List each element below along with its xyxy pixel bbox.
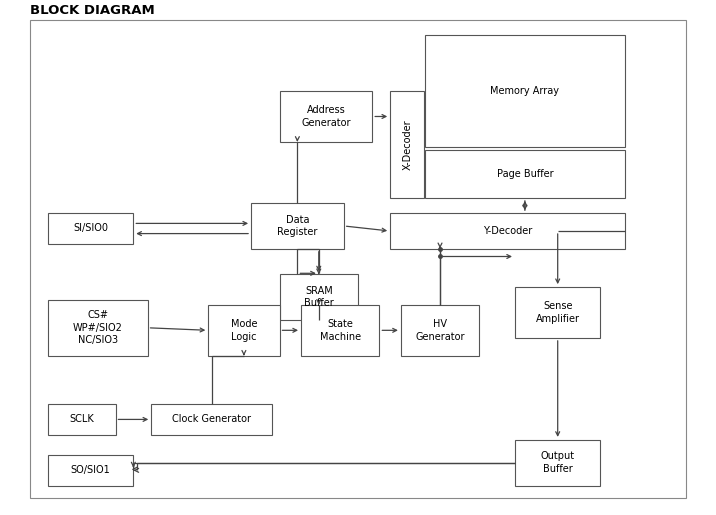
Bar xyxy=(390,213,625,249)
Bar xyxy=(48,300,147,356)
Text: State
Machine: State Machine xyxy=(319,319,361,341)
Bar xyxy=(515,440,601,486)
Text: Address
Generator: Address Generator xyxy=(301,105,351,128)
Bar xyxy=(301,305,379,356)
Bar xyxy=(48,213,133,244)
Bar xyxy=(390,91,425,198)
Bar xyxy=(151,404,272,435)
Text: Sense
Amplifier: Sense Amplifier xyxy=(536,301,580,324)
Text: X-Decoder: X-Decoder xyxy=(402,119,412,170)
Text: SI/SIO0: SI/SIO0 xyxy=(73,224,108,233)
Text: Data
Register: Data Register xyxy=(277,215,318,237)
Bar xyxy=(279,91,372,142)
Bar xyxy=(515,287,601,338)
Text: Page Buffer: Page Buffer xyxy=(497,169,553,179)
Text: CS#
WP#/SIO2
NC/SIO3: CS# WP#/SIO2 NC/SIO3 xyxy=(73,311,122,345)
Text: BLOCK DIAGRAM: BLOCK DIAGRAM xyxy=(30,4,155,17)
Text: Memory Array: Memory Array xyxy=(490,86,559,96)
Bar xyxy=(425,149,625,198)
Text: SRAM
Buffer: SRAM Buffer xyxy=(304,286,334,308)
Bar xyxy=(208,305,279,356)
Bar xyxy=(251,203,344,249)
Text: Y-Decoder: Y-Decoder xyxy=(483,226,532,236)
Bar xyxy=(425,35,625,147)
Bar xyxy=(279,274,358,320)
Bar xyxy=(401,305,479,356)
Text: Mode
Logic: Mode Logic xyxy=(231,319,257,341)
Text: HV
Generator: HV Generator xyxy=(415,319,465,341)
Text: SO/SIO1: SO/SIO1 xyxy=(71,466,110,475)
Bar xyxy=(48,404,115,435)
Bar xyxy=(48,455,133,486)
Text: Clock Generator: Clock Generator xyxy=(173,415,251,424)
Text: Output
Buffer: Output Buffer xyxy=(541,452,575,474)
Text: SCLK: SCLK xyxy=(69,415,94,424)
